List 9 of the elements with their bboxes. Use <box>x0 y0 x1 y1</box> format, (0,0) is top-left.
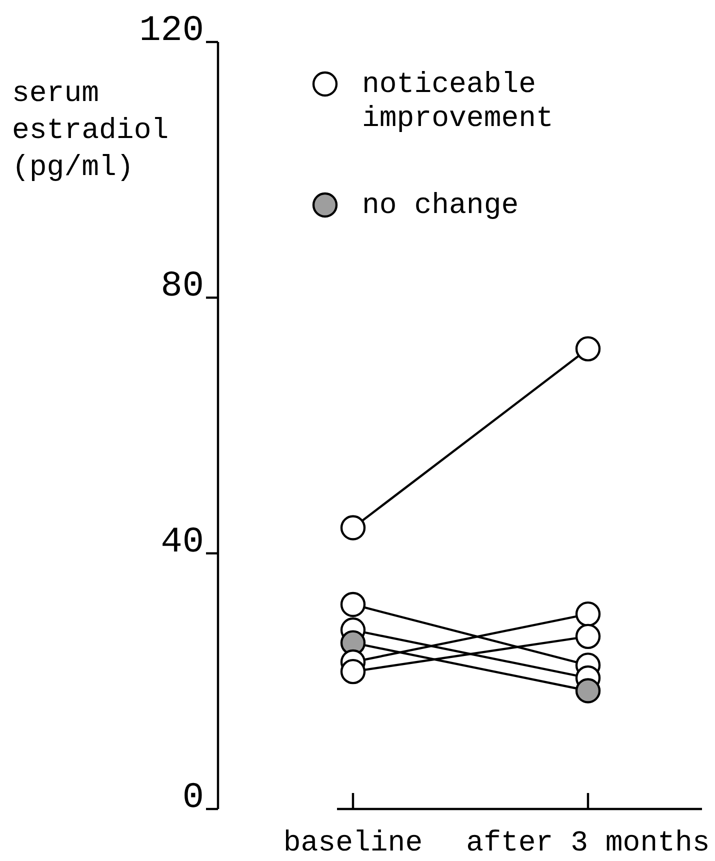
legend-label: no change <box>362 188 519 222</box>
y-tick-label: 40 <box>160 521 204 562</box>
x-tick-label: after 3 months <box>466 826 710 860</box>
y-tick-label: 0 <box>182 777 204 818</box>
y-tick-label: 80 <box>160 266 204 307</box>
y-axis-title: serum estradiol (pg/ml) <box>12 76 169 184</box>
y-tick-label: 120 <box>139 10 204 51</box>
legend-label: noticeable improvement <box>362 68 554 134</box>
x-tick-label: baseline <box>283 826 423 860</box>
